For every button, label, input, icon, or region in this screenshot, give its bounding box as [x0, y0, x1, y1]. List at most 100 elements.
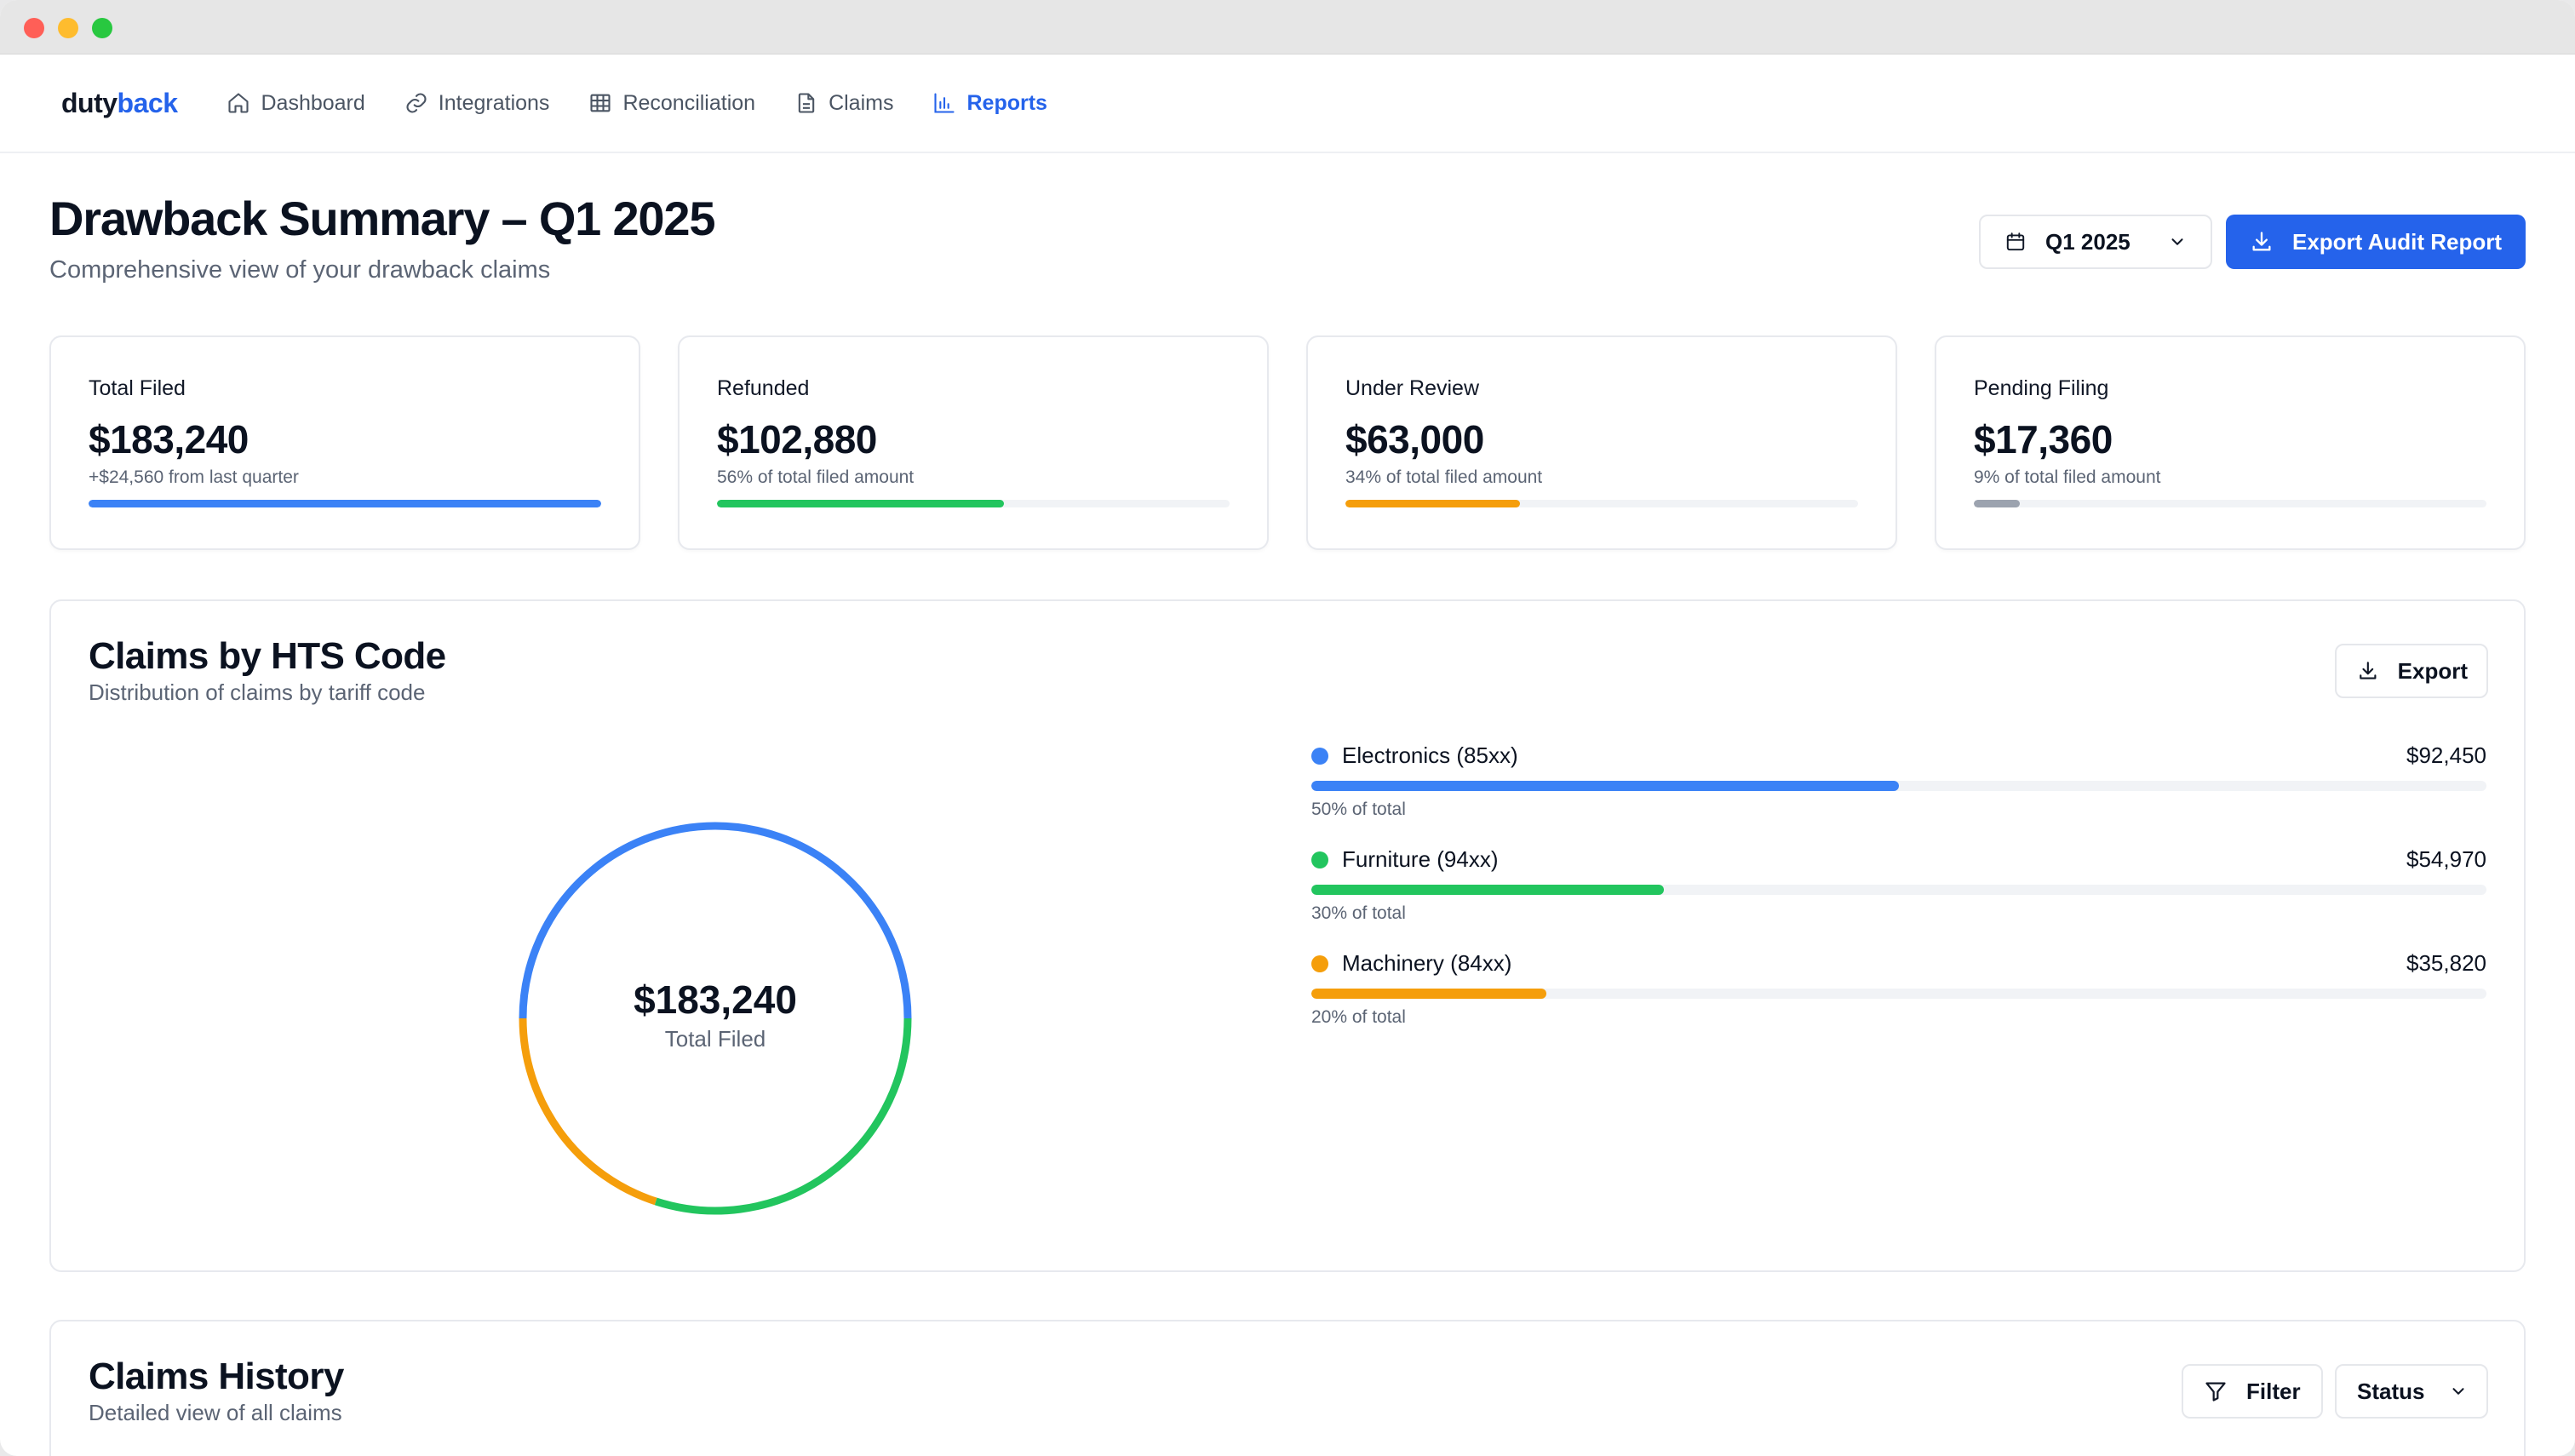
nav-item-label: Claims [829, 90, 894, 115]
breakdown-percent: 20% of total [1311, 1007, 1406, 1027]
stat-note: +$24,560 from last quarter [89, 467, 299, 487]
table-icon [590, 94, 611, 112]
breakdown-name: Furniture (94xx) [1342, 846, 1499, 872]
download-icon [2252, 232, 2271, 251]
hts-breakdown-list: Electronics (85xx) $92,450 50% of total … [1311, 742, 2486, 1054]
download-icon [2360, 662, 2377, 679]
stat-note: 56% of total filed amount [717, 467, 915, 487]
logo[interactable]: dutyback [61, 87, 178, 119]
status-select[interactable]: Status [2335, 1364, 2488, 1419]
document-icon [798, 93, 815, 113]
link-icon [406, 93, 427, 113]
main-content: Drawback Summary – Q1 2025 Comprehensive… [0, 191, 2575, 1456]
export-button-label: Export [2397, 657, 2468, 684]
filter-button-label: Filter [2246, 1378, 2301, 1404]
donut-svg [519, 822, 912, 1215]
stat-value: $63,000 [1345, 417, 1484, 461]
panel-title: Claims by HTS Code [89, 635, 446, 677]
status-select-label: Status [2357, 1378, 2425, 1404]
stat-note: 9% of total filed amount [1974, 467, 2161, 487]
stat-progress-bar [1974, 500, 2486, 507]
stat-label: Under Review [1345, 376, 1480, 400]
nav-item-reports[interactable]: Reports [932, 91, 1047, 116]
legend-dot [1311, 747, 1328, 765]
breakdown-name: Machinery (84xx) [1342, 950, 1512, 976]
panel-subtitle: Detailed view of all claims [89, 1400, 342, 1425]
title-bar [0, 0, 2575, 54]
donut-total-value: $183,240 [634, 977, 797, 1022]
nav-item-reconciliation[interactable]: Reconciliation [588, 91, 755, 116]
period-select-value: Q1 2025 [2045, 228, 2131, 255]
donut-segment-0 [519, 822, 912, 1019]
stat-label: Pending Filing [1974, 376, 2109, 400]
claims-history-panel: Claims History Detailed view of all clai… [49, 1320, 2526, 1456]
breakdown-amount: $35,820 [2406, 950, 2486, 976]
export-audit-report-label: Export Audit Report [2291, 228, 2503, 255]
logo-text-duty: duty [61, 87, 118, 118]
stat-progress-fill [1345, 500, 1520, 507]
legend-dot [1311, 954, 1328, 972]
nav-item-label: Integrations [438, 90, 550, 115]
minimize-window-button[interactable] [58, 18, 78, 38]
period-select[interactable]: Q1 2025 [1979, 215, 2212, 269]
stat-note: 34% of total filed amount [1345, 467, 1543, 487]
home-icon [228, 93, 249, 113]
donut-center: $183,240 Total Filed [477, 780, 954, 1257]
stat-progress-fill [717, 500, 1005, 507]
claims-by-hts-panel: Claims by HTS Code Distribution of claim… [49, 599, 2526, 1272]
breakdown-amount: $54,970 [2406, 846, 2486, 872]
page-subtitle: Comprehensive view of your drawback clai… [49, 256, 551, 284]
stat-progress-bar [89, 500, 601, 507]
stat-progress-bar [717, 500, 1230, 507]
export-audit-report-button[interactable]: Export Audit Report [2226, 215, 2526, 269]
breakdown-bar [1311, 989, 2486, 999]
stat-label: Refunded [717, 376, 810, 400]
hts-donut-chart: $183,240 Total Filed [477, 780, 954, 1257]
nav-item-dashboard[interactable]: Dashboard [227, 90, 365, 116]
legend-dot [1311, 851, 1328, 868]
stat-card-under-review: Under Review $63,000 34% of total filed … [1306, 335, 1897, 550]
stat-card-pending-filing: Pending Filing $17,360 9% of total filed… [1935, 335, 2526, 550]
nav-item-claims[interactable]: Claims [794, 91, 893, 116]
breakdown-bar-fill [1311, 989, 1546, 999]
breakdown-bar-fill [1311, 781, 1899, 791]
stat-card-total-filed: Total Filed $183,240 +$24,560 from last … [49, 335, 640, 550]
stat-progress-fill [89, 500, 601, 507]
stat-label: Total Filed [89, 376, 186, 400]
bar-chart-icon [934, 93, 955, 113]
stats-row: Total Filed $183,240 +$24,560 from last … [49, 335, 2526, 550]
zoom-window-button[interactable] [92, 18, 112, 38]
donut-segment-1 [654, 1017, 912, 1215]
filter-icon [2205, 1382, 2226, 1402]
filter-button[interactable]: Filter [2182, 1364, 2323, 1419]
stat-progress-fill [1974, 500, 2021, 507]
donut-total-label: Total Filed [664, 1025, 766, 1052]
breakdown-item-machinery: Machinery (84xx) $35,820 20% of total [1311, 950, 2486, 1030]
chevron-down-icon [2171, 238, 2183, 245]
stat-value: $102,880 [717, 417, 877, 461]
history-tools: Filter Status [2182, 1364, 2488, 1419]
donut-segment-2 [519, 1017, 657, 1206]
chevron-down-icon [2452, 1388, 2464, 1395]
stat-progress-bar [1345, 500, 1858, 507]
top-nav: dutyback Dashboard Integrations Reconcil… [0, 54, 2575, 153]
nav-item-label: Reports [966, 90, 1047, 115]
breakdown-item-furniture: Furniture (94xx) $54,970 30% of total [1311, 846, 2486, 926]
breakdown-name: Electronics (85xx) [1342, 742, 1518, 768]
breakdown-percent: 50% of total [1311, 800, 1406, 819]
page-title: Drawback Summary – Q1 2025 [49, 192, 715, 245]
nav-item-label: Dashboard [261, 90, 365, 115]
header-actions: Q1 2025 Export Audit Report [1979, 215, 2526, 269]
nav-item-integrations[interactable]: Integrations [404, 90, 550, 116]
close-window-button[interactable] [24, 18, 44, 38]
stat-value: $17,360 [1974, 417, 2113, 461]
logo-text-back: back [117, 87, 178, 118]
export-button[interactable]: Export [2335, 644, 2488, 698]
breakdown-bar [1311, 885, 2486, 895]
page-header: Drawback Summary – Q1 2025 Comprehensive… [49, 191, 2526, 284]
stat-card-refunded: Refunded $102,880 56% of total filed amo… [678, 335, 1269, 550]
breakdown-item-electronics: Electronics (85xx) $92,450 50% of total [1311, 742, 2486, 823]
panel-title: Claims History [89, 1356, 344, 1397]
calendar-icon [2006, 232, 2025, 251]
